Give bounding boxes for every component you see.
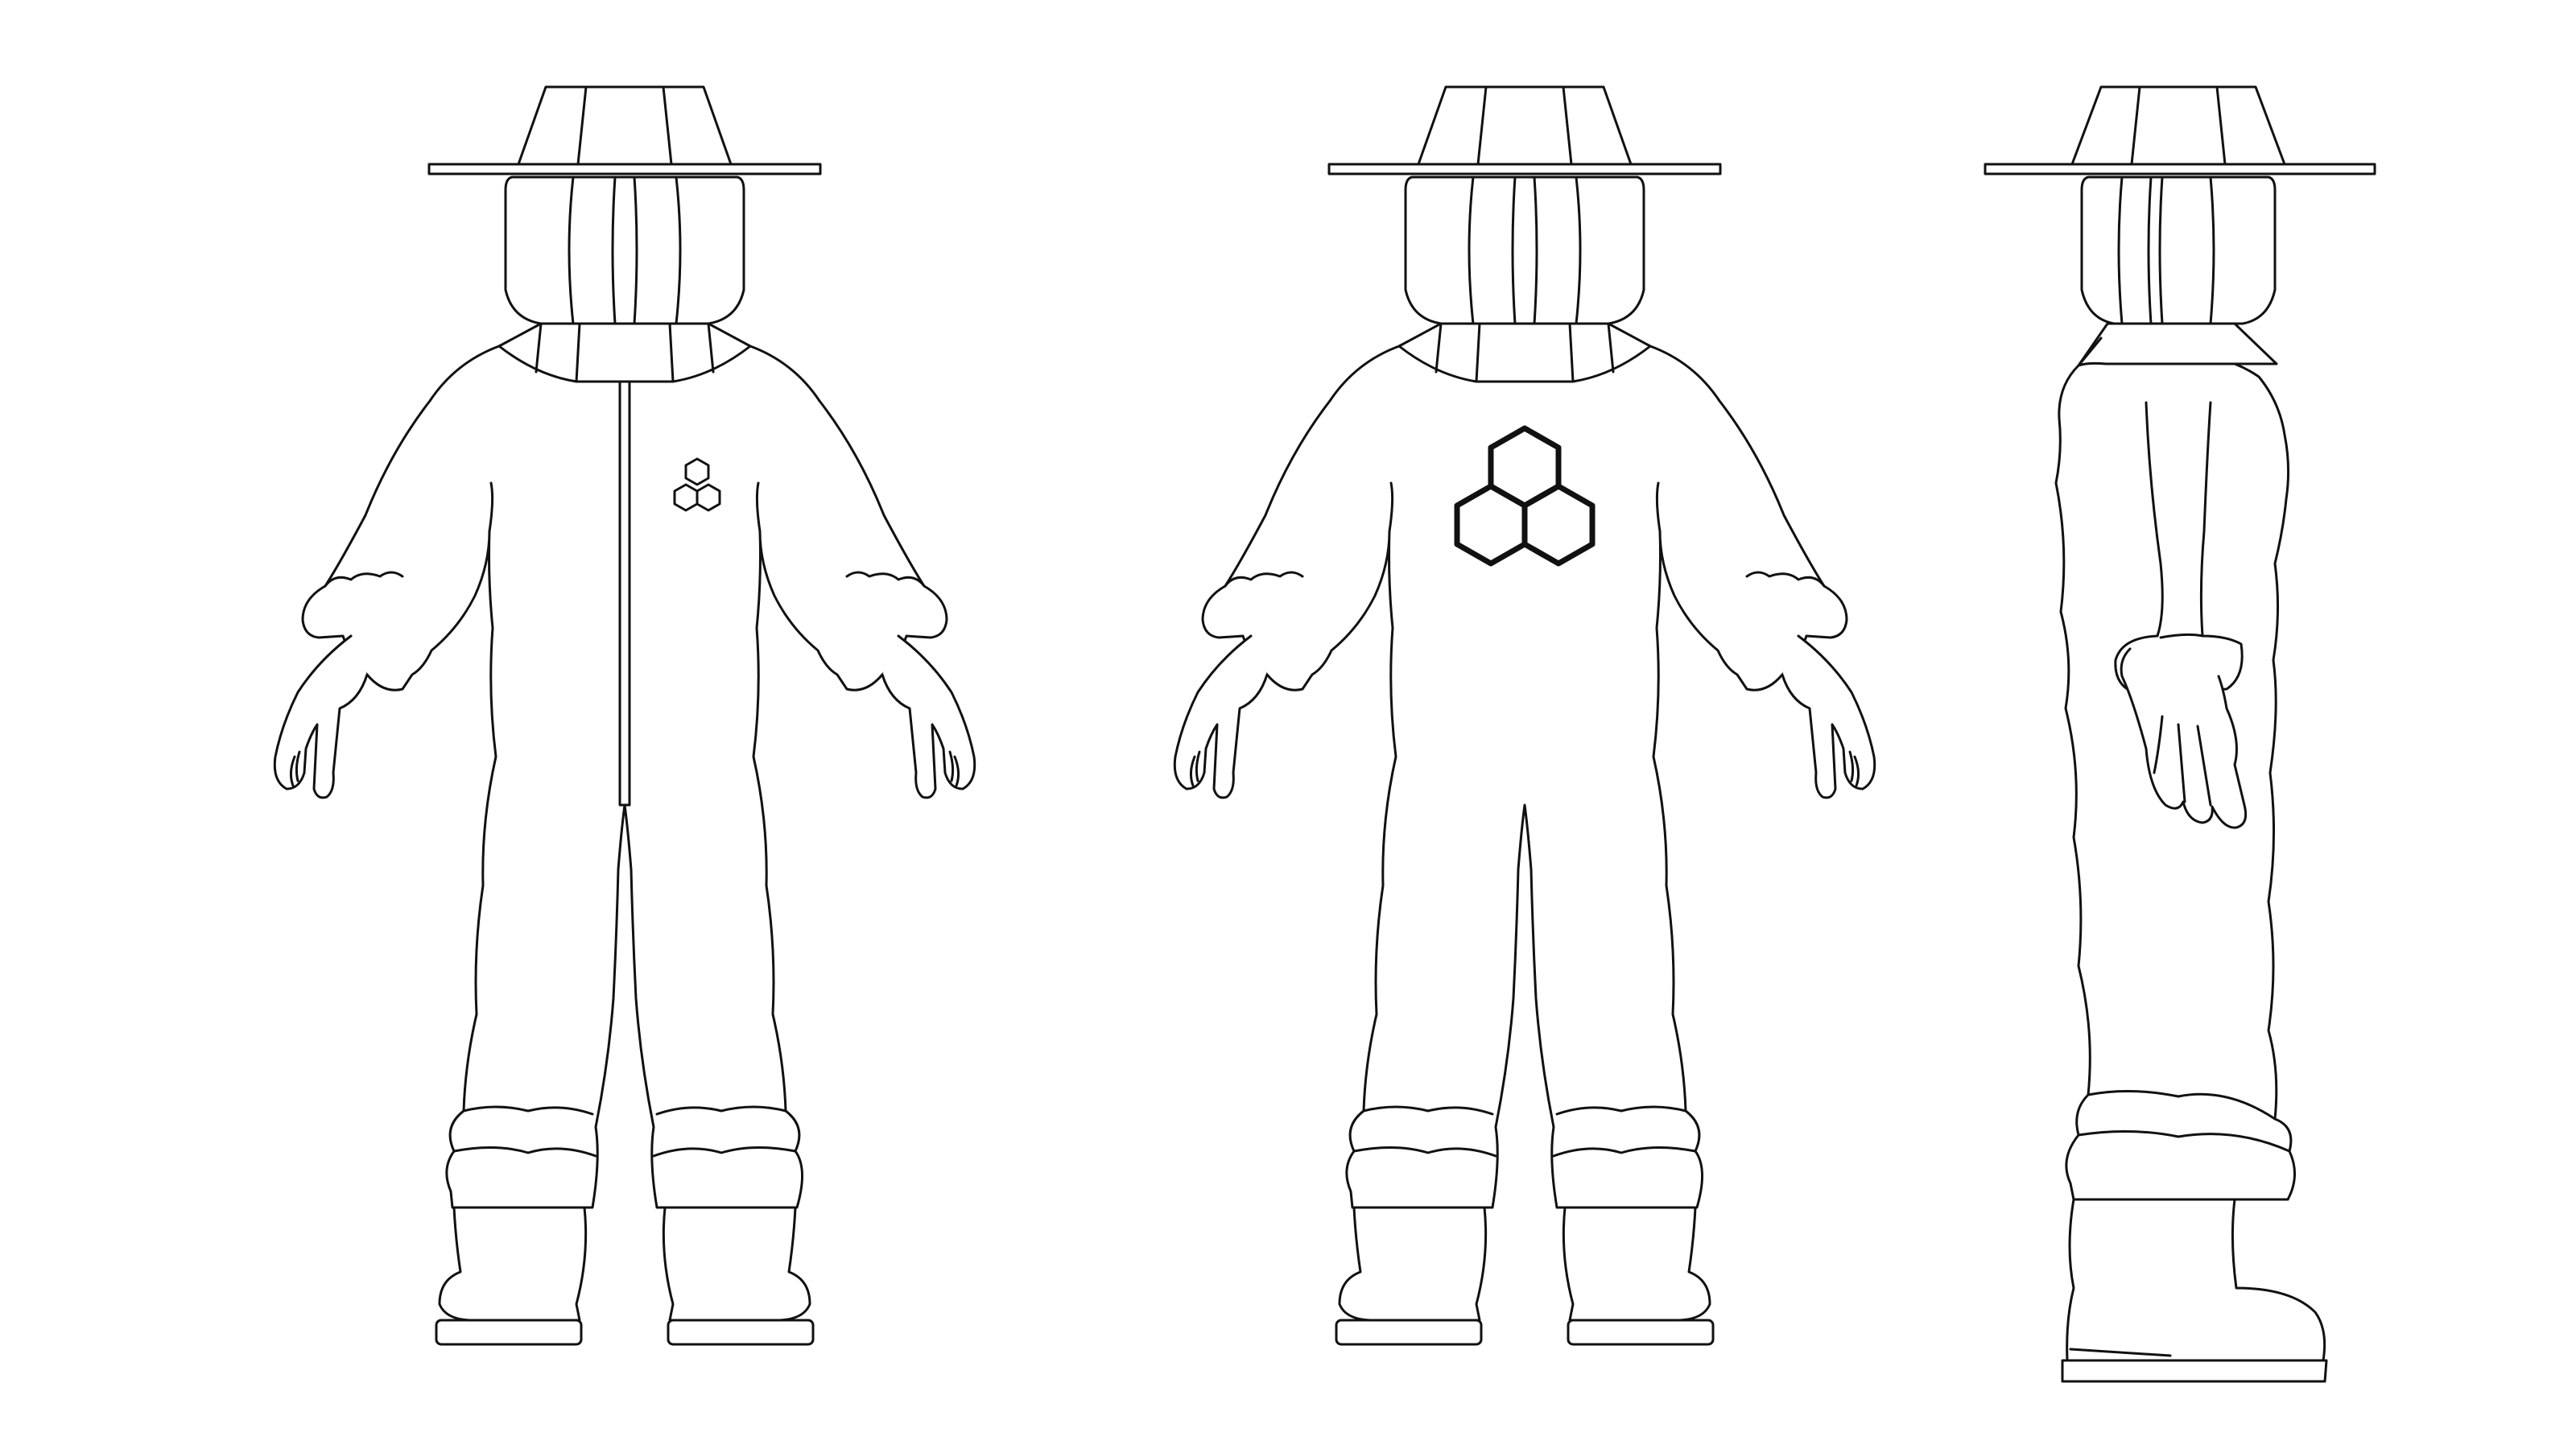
honeycomb-icon-small — [673, 457, 721, 512]
beekeeper-suit-side — [1984, 85, 2376, 1383]
front-view-figure — [275, 87, 974, 1344]
zipper — [618, 380, 631, 807]
honeycomb-icon-large — [1454, 425, 1596, 567]
beekeeper-suit-back — [1174, 87, 1874, 1344]
side-view-figure — [1984, 85, 2376, 1383]
back-view-figure — [1174, 87, 1874, 1344]
